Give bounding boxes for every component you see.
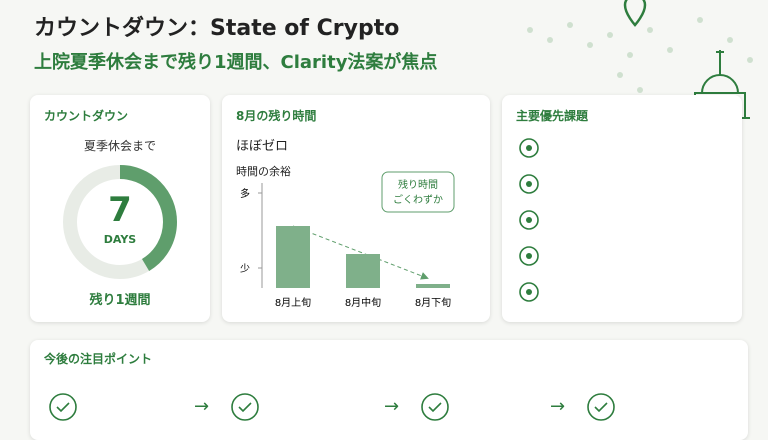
step-arrow: →	[194, 396, 210, 417]
donut	[63, 165, 177, 279]
countdown-card: カウントダウン 夏季休会まで 7 DAYS 残り1週間	[30, 95, 210, 322]
priority-icon	[518, 245, 540, 271]
subtitle: 上院夏季休会まで残り1週間、Clarity法案が焦点	[34, 52, 438, 73]
callout	[381, 171, 455, 213]
step-icon	[230, 392, 260, 426]
step-icon	[586, 392, 616, 426]
bar	[416, 284, 450, 288]
label: 夏季休会まで	[83, 139, 156, 153]
status: ほぼゼロ	[236, 139, 289, 154]
priority-icon	[518, 281, 540, 307]
days-number: 7	[108, 190, 132, 230]
y-tick-label: 多	[240, 187, 250, 200]
bar	[346, 254, 380, 288]
card-title: 8月の残り時間	[236, 109, 317, 123]
title: カウントダウン：State of Crypto	[34, 16, 400, 41]
priority-icon	[518, 137, 540, 163]
step-icon	[48, 392, 78, 426]
footer: 残り1週間	[89, 293, 151, 308]
card-title: 主要優先課題	[516, 109, 589, 123]
x-tick-label: 8月下旬	[415, 296, 451, 309]
y-label: 時間の余裕	[236, 165, 291, 178]
annotation: 残り時間	[398, 178, 438, 191]
step-arrow: →	[550, 396, 566, 417]
priority-icon	[518, 173, 540, 199]
priority-icon	[518, 209, 540, 235]
x-tick-label: 8月上旬	[275, 296, 311, 309]
bar	[276, 226, 310, 288]
y-tick-label: 少	[240, 263, 250, 275]
card-title: 今後の注目ポイント	[44, 352, 153, 366]
x-tick-label: 8月中旬	[345, 296, 381, 309]
days-unit: DAYS	[103, 233, 137, 246]
next-card: 今後の注目ポイント → → →	[30, 340, 748, 440]
card-title: カウントダウン	[44, 109, 129, 123]
step-icon	[420, 392, 450, 426]
priority-card: 主要優先課題	[502, 95, 742, 322]
annotation: ごくわずか	[393, 193, 443, 206]
step-arrow: →	[384, 396, 400, 417]
time-card: 8月の残り時間 ほぼゼロ 時間の余裕 多少 8月上旬 8月中旬 8月下旬 残り時間ごくわ…	[222, 95, 490, 322]
trend-arrow	[292, 225, 429, 280]
